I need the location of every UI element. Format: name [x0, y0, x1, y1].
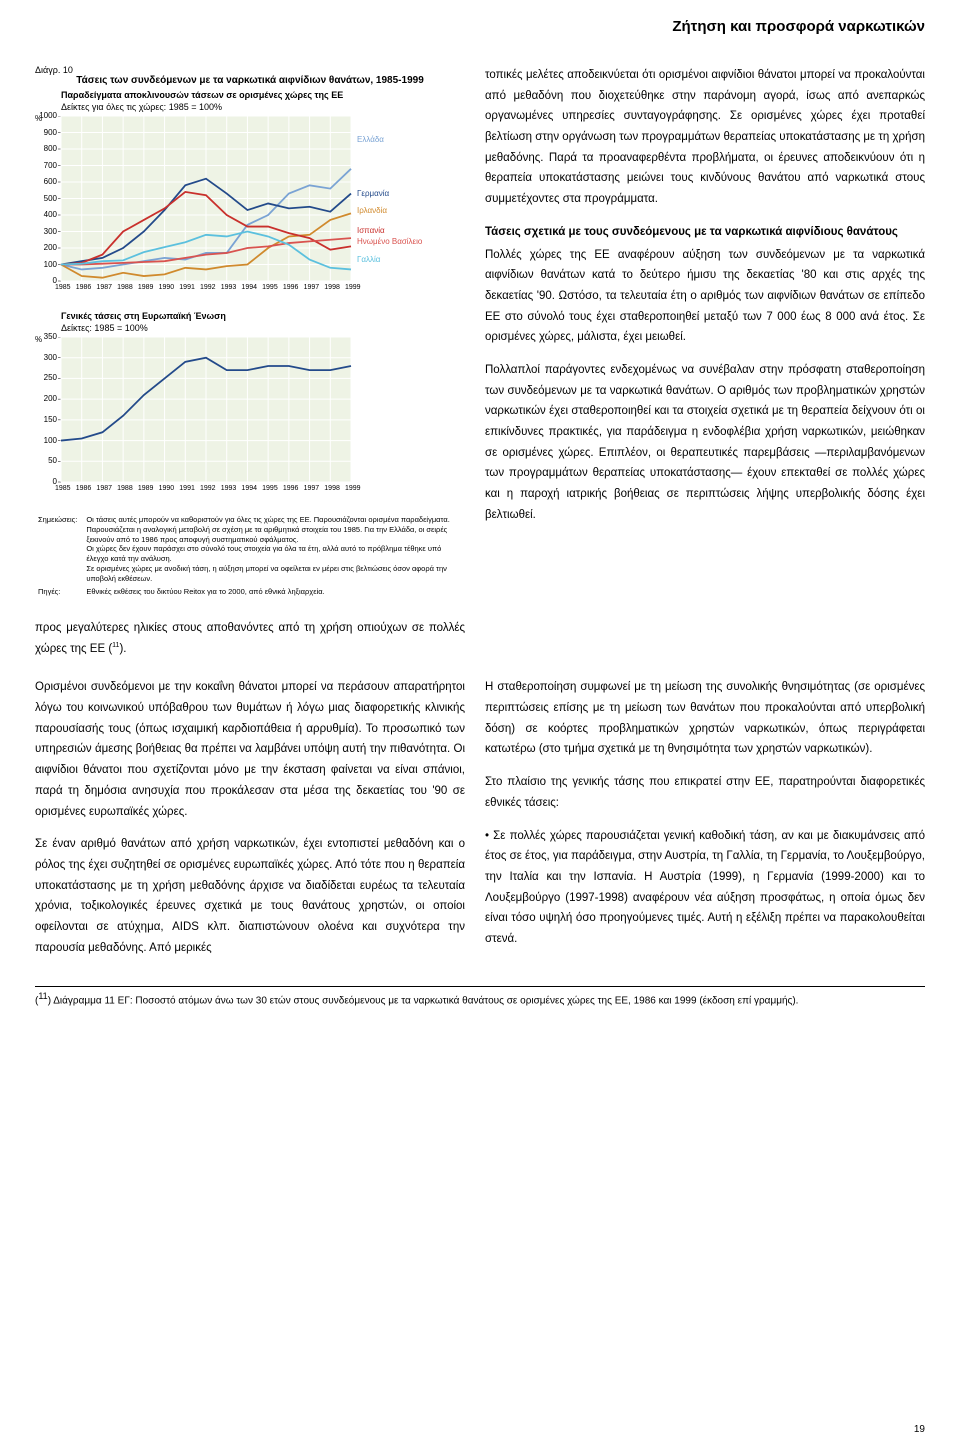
- x-tick: 1995: [262, 284, 274, 291]
- x-tick: 1992: [200, 485, 212, 492]
- right-p5: Στο πλαίσιο της γενικής τάσης που επικρα…: [485, 772, 925, 813]
- y-tick: 200: [35, 394, 57, 403]
- left-p2: Ορισμένοι συνδεόμενοι με την κοκαΐνη θάν…: [35, 677, 465, 822]
- page-number: 19: [914, 1424, 925, 1435]
- diagram-label: Διάγρ. 10: [35, 65, 465, 75]
- y-tick: 250: [35, 373, 57, 382]
- notes-line: Οι τάσεις αυτές μπορούν να καθοριστούν γ…: [86, 515, 457, 525]
- chart2-subtitle1: Γενικές τάσεις στη Ευρωπαϊκή Ένωση: [35, 307, 465, 323]
- left-p1a: προς μεγαλύτερες ηλικίες στους αποθανόντ…: [35, 622, 465, 655]
- y-tick: 0: [35, 276, 57, 285]
- y-tick: 600: [35, 177, 57, 186]
- y-tick: 400: [35, 210, 57, 219]
- left-p3: Σε έναν αριθμό θανάτων από χρήση ναρκωτι…: [35, 834, 465, 958]
- y-tick: 1000: [35, 111, 57, 120]
- chart1-subtitle1: Παραδείγματα αποκλινουσών τάσεων σε ορισ…: [35, 86, 465, 102]
- x-tick: 1992: [200, 284, 212, 291]
- x-tick: 1987: [96, 485, 108, 492]
- x-tick: 1999: [345, 284, 357, 291]
- notes-label: Σημειώσεις:: [37, 514, 83, 584]
- y-tick: 150: [35, 415, 57, 424]
- legend-label: Ελλάδα: [357, 135, 384, 144]
- x-tick: 1987: [96, 284, 108, 291]
- x-tick: 1995: [262, 485, 274, 492]
- y-tick: 0: [35, 477, 57, 486]
- chart1-title: Τάσεις των συνδεόμενων με τα ναρκωτικά α…: [35, 75, 465, 86]
- right-p3: Πολλαπλοί παράγοντες ενδεχομένως να συνέ…: [485, 360, 925, 526]
- notes-lines: Οι τάσεις αυτές μπορούν να καθοριστούν γ…: [85, 514, 463, 584]
- chart2-subtitle2: Δείκτες: 1985 = 100%: [35, 323, 465, 335]
- x-tick: 1998: [324, 485, 336, 492]
- chart1: %010020030040050060070080090010001985198…: [35, 116, 465, 299]
- x-tick: 1993: [221, 485, 233, 492]
- chart1-subtitle2: Δείκτες για όλες τις χώρες: 1985 = 100%: [35, 102, 465, 114]
- x-tick: 1986: [76, 284, 88, 291]
- footnote-text: Διάγραμμα 11 ΕΓ: Ποσοστό ατόμων άνω των …: [53, 996, 798, 1007]
- legend-label: Ισπανία: [357, 226, 385, 235]
- y-tick: 800: [35, 144, 57, 153]
- x-tick: 1998: [324, 284, 336, 291]
- x-tick: 1990: [159, 485, 171, 492]
- left-body: προς μεγαλύτερες ηλικίες στους αποθανόντ…: [35, 618, 465, 659]
- footnote-marker: 11: [38, 991, 47, 1001]
- x-tick: 1989: [138, 485, 150, 492]
- y-tick: 300: [35, 227, 57, 236]
- x-tick: 1988: [117, 284, 129, 291]
- left-body-lower: Ορισμένοι συνδεόμενοι με την κοκαΐνη θάν…: [35, 677, 465, 970]
- x-tick: 1999: [345, 485, 357, 492]
- section-heading: Τάσεις σχετικά με τους συνδεόμενους με τ…: [485, 222, 925, 243]
- x-tick: 1994: [241, 485, 253, 492]
- x-tick: 1991: [179, 284, 191, 291]
- legend-label: Γερμανία: [357, 189, 389, 198]
- x-tick: 1997: [304, 485, 316, 492]
- right-body-lower: Η σταθεροποίηση συμφωνεί με τη μείωση τη…: [485, 677, 925, 970]
- right-bullet: • Σε πολλές χώρες παρουσιάζεται γενική κ…: [485, 826, 925, 950]
- y-tick: 50: [35, 456, 57, 465]
- right-p2: Πολλές χώρες της ΕΕ αναφέρουν αύξηση των…: [485, 245, 925, 348]
- left-p1b: ).: [119, 643, 126, 655]
- legend-label: Γαλλία: [357, 255, 380, 264]
- notes-line: Παρουσιάζεται η αναλογική μεταβολή σε σχ…: [86, 525, 457, 545]
- x-tick: 1997: [304, 284, 316, 291]
- y-tick: 500: [35, 194, 57, 203]
- y-tick: 100: [35, 436, 57, 445]
- y-tick: 900: [35, 128, 57, 137]
- x-tick: 1985: [55, 284, 67, 291]
- y-tick: 350: [35, 332, 57, 341]
- x-tick: 1991: [179, 485, 191, 492]
- legend-label: Ιρλανδία: [357, 206, 387, 215]
- chart2: %050100150200250300350198519861987198819…: [35, 337, 465, 500]
- x-tick: 1996: [283, 284, 295, 291]
- x-tick: 1985: [55, 485, 67, 492]
- right-p1: τοπικές μελέτες αποδεικνύεται ότι ορισμέ…: [485, 65, 925, 210]
- right-body: τοπικές μελέτες αποδεικνύεται ότι ορισμέ…: [485, 65, 925, 671]
- y-tick: 300: [35, 353, 57, 362]
- page-header: Ζήτηση και προσφορά ναρκωτικών: [0, 0, 960, 35]
- notes-line: Σε ορισμένες χώρες με ανοδική τάση, η αύ…: [86, 564, 457, 584]
- x-tick: 1994: [241, 284, 253, 291]
- sources-line: Εθνικές εκθέσεις του δικτύου Reitox για …: [85, 586, 463, 598]
- y-tick: 200: [35, 243, 57, 252]
- right-p4: Η σταθεροποίηση συμφωνεί με τη μείωση τη…: [485, 677, 925, 760]
- y-tick: 700: [35, 161, 57, 170]
- x-tick: 1989: [138, 284, 150, 291]
- chart-notes: Σημειώσεις: Οι τάσεις αυτές μπορούν να κ…: [35, 508, 465, 600]
- x-tick: 1993: [221, 284, 233, 291]
- x-tick: 1986: [76, 485, 88, 492]
- x-tick: 1990: [159, 284, 171, 291]
- notes-line: Οι χώρες δεν έχουν παράσχει στο σύνολό τ…: [86, 544, 457, 564]
- left-p1: προς μεγαλύτερες ηλικίες στους αποθανόντ…: [35, 618, 465, 659]
- x-tick: 1996: [283, 485, 295, 492]
- x-tick: 1988: [117, 485, 129, 492]
- legend-label: Ηνωμένο Βασίλειο: [357, 237, 422, 246]
- y-tick: 100: [35, 260, 57, 269]
- footnote: (11) Διάγραμμα 11 ΕΓ: Ποσοστό ατόμων άνω…: [35, 986, 925, 1006]
- sources-label: Πηγές:: [37, 586, 83, 598]
